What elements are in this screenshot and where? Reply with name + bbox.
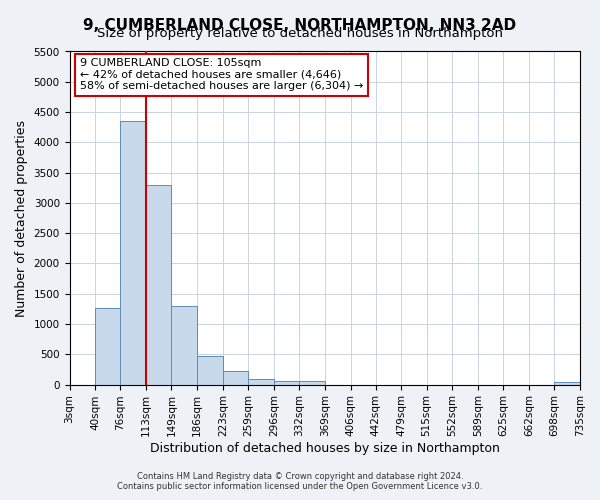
Text: Size of property relative to detached houses in Northampton: Size of property relative to detached ho… [97, 28, 503, 40]
X-axis label: Distribution of detached houses by size in Northampton: Distribution of detached houses by size … [150, 442, 500, 455]
Bar [197, 356, 223, 384]
Bar [299, 382, 325, 384]
Bar [223, 370, 248, 384]
Bar [248, 380, 274, 384]
Bar [95, 308, 121, 384]
Text: Contains HM Land Registry data © Crown copyright and database right 2024.
Contai: Contains HM Land Registry data © Crown c… [118, 472, 482, 491]
Bar [172, 306, 197, 384]
Text: 9, CUMBERLAND CLOSE, NORTHAMPTON, NN3 2AD: 9, CUMBERLAND CLOSE, NORTHAMPTON, NN3 2A… [83, 18, 517, 32]
Bar [146, 184, 172, 384]
Bar [274, 381, 299, 384]
Bar [554, 382, 580, 384]
Bar [121, 121, 146, 384]
Text: 9 CUMBERLAND CLOSE: 105sqm
← 42% of detached houses are smaller (4,646)
58% of s: 9 CUMBERLAND CLOSE: 105sqm ← 42% of deta… [80, 58, 363, 92]
Y-axis label: Number of detached properties: Number of detached properties [15, 120, 28, 316]
